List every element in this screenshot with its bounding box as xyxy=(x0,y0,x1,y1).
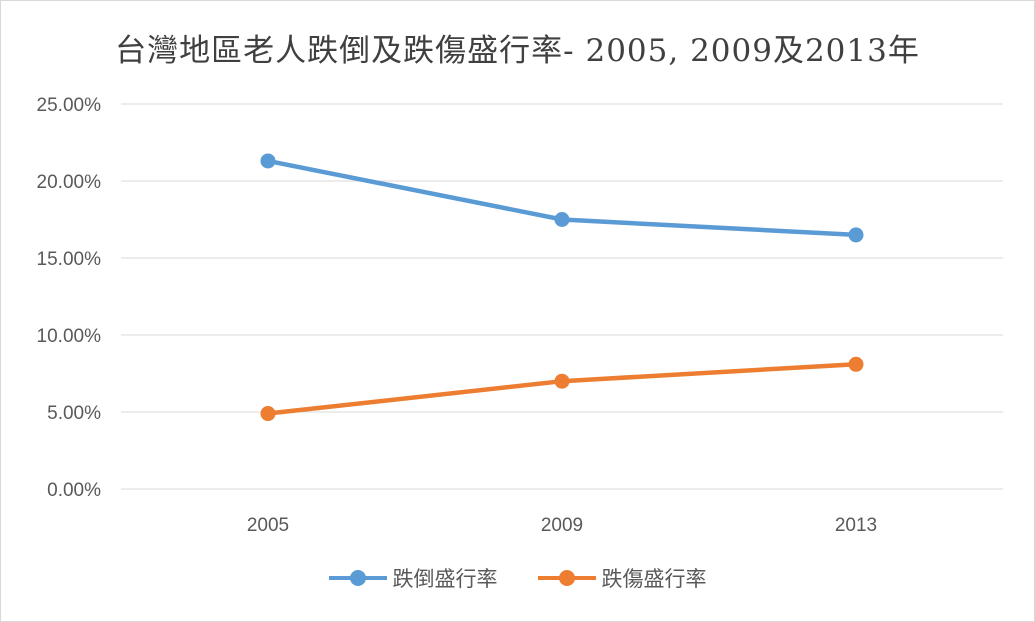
chart-title: 台灣地區老人跌倒及跌傷盛行率- 2005, 2009及2013年 xyxy=(115,33,920,69)
x-tick-label: 2009 xyxy=(541,515,583,536)
legend-key-fall xyxy=(328,568,387,588)
legend-item-fall: 跌倒盛行率 xyxy=(328,563,498,593)
data-point xyxy=(554,373,570,389)
y-tick-label: 0.00% xyxy=(47,480,101,501)
y-tick-label: 10.00% xyxy=(37,326,102,347)
legend-key-injury xyxy=(537,568,596,588)
data-point xyxy=(260,406,276,422)
y-axis-ticks: 0.00% 5.00% 10.00% 15.00% 20.00% 25.00% xyxy=(37,95,102,501)
gridlines xyxy=(121,103,1003,490)
series-line-1 xyxy=(265,362,859,416)
data-point xyxy=(260,153,276,169)
legend: 跌倒盛行率 跌傷盛行率 xyxy=(1,563,1034,593)
y-tick-label: 5.00% xyxy=(47,403,101,424)
series-layer xyxy=(260,153,864,422)
legend-label-injury: 跌傷盛行率 xyxy=(601,567,707,591)
data-point xyxy=(554,212,570,227)
data-point xyxy=(848,356,864,372)
data-point xyxy=(848,227,864,243)
x-axis-ticks: 2005 2009 2013 xyxy=(247,515,877,536)
y-tick-label: 20.00% xyxy=(37,172,102,193)
legend-label-fall: 跌倒盛行率 xyxy=(392,567,498,591)
legend-item-injury: 跌傷盛行率 xyxy=(537,563,707,593)
y-tick-label: 15.00% xyxy=(37,249,102,270)
x-tick-label: 2005 xyxy=(247,515,289,536)
x-tick-label: 2013 xyxy=(835,515,877,536)
y-tick-label: 25.00% xyxy=(37,95,102,116)
